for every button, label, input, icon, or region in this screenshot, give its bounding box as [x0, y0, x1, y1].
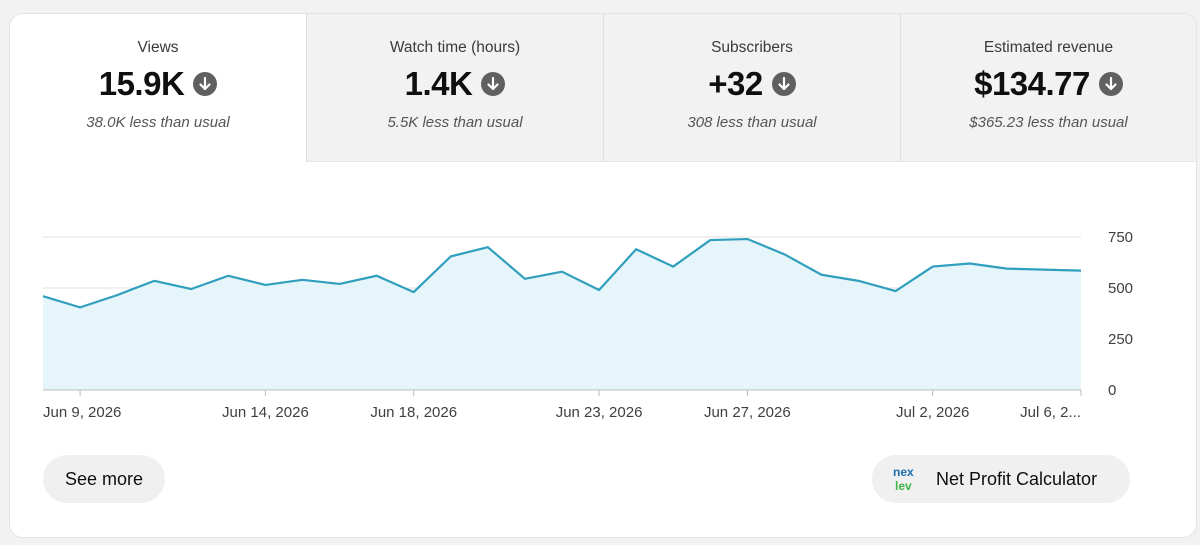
nexlev-logo-icon: nex lev [893, 465, 914, 493]
y-tick-label: 750 [1108, 229, 1133, 246]
x-tick-label: Jun 27, 2026 [704, 404, 791, 421]
see-more-button[interactable]: See more [43, 455, 165, 503]
x-tick-label: Jul 2, 2026 [896, 404, 969, 421]
tab-estimated-revenue[interactable]: Estimated revenue $134.77 $365.23 less t… [900, 14, 1196, 162]
tab-comparison: 38.0K less than usual [86, 114, 230, 131]
views-chart: 0 250 500 750 Jun 9, 2026 Jun 14, 2026 Jun 18,… [10, 162, 1196, 432]
x-tick-label: Jun 14, 2026 [222, 404, 309, 421]
tab-value: $134.77 [974, 65, 1090, 102]
x-tick-label: Jun 9, 2026 [43, 404, 121, 421]
tab-comparison: 5.5K less than usual [387, 114, 523, 131]
arrow-down-circle-icon [481, 72, 506, 96]
metric-tabs: Views 15.9K 38.0K less than usual Watch … [10, 14, 1196, 162]
tab-label: Watch time (hours) [389, 39, 521, 56]
series-line [42, 237, 1082, 309]
tab-value: +32 [708, 65, 763, 102]
y-tick-label: 0 [1108, 382, 1116, 399]
arrow-down-circle-icon [1098, 72, 1123, 96]
arrow-down-circle-icon [193, 72, 218, 96]
y-tick-label: 500 [1108, 280, 1133, 297]
tab-label: Views [137, 39, 179, 56]
y-tick-label: 250 [1108, 331, 1133, 348]
net-profit-calculator-button[interactable]: nex lev Net Profit Calculator [872, 455, 1130, 503]
tab-label: Estimated revenue [983, 39, 1114, 56]
net-profit-calculator-label: Net Profit Calculator [936, 468, 1098, 489]
tab-watch-time[interactable]: Watch time (hours) 1.4K 5.5K less than u… [306, 14, 603, 162]
x-tick-label: Jun 18, 2026 [370, 404, 457, 421]
tab-views[interactable]: Views 15.9K 38.0K less than usual [10, 14, 306, 162]
svg-text:lev: lev [895, 479, 912, 493]
x-tick-label: Jun 23, 2026 [556, 404, 643, 421]
tab-subscribers[interactable]: Subscribers +32 308 less than usual [603, 14, 900, 162]
chart-svg: 0 250 500 750 Jun 9, 2026 Jun 14, 2026 Jun 18,… [42, 229, 1133, 421]
tab-comparison: 308 less than usual [687, 114, 817, 131]
tab-label: Subscribers [711, 39, 793, 56]
x-tick-label: Jul 6, 2... [1020, 404, 1081, 421]
tab-value: 15.9K [98, 65, 185, 102]
tab-value: 1.4K [404, 65, 473, 102]
analytics-card: Views 15.9K 38.0K less than usual Watch … [9, 13, 1197, 538]
arrow-down-circle-icon [771, 72, 796, 96]
tab-comparison: $365.23 less than usual [969, 114, 1128, 131]
svg-text:nex: nex [893, 465, 914, 479]
series-area [43, 239, 1081, 390]
